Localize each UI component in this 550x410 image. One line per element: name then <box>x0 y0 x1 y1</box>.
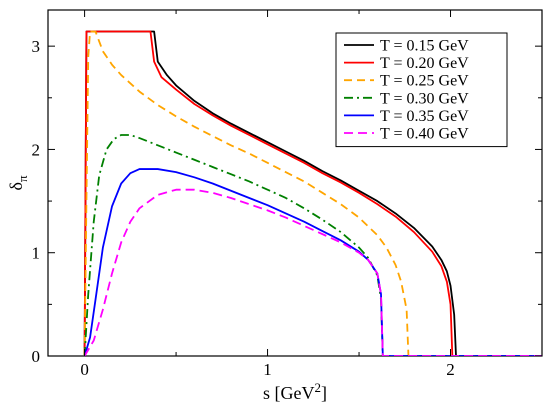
series-line-1 <box>83 30 542 356</box>
legend-label: T = 0.30 GeV <box>380 90 469 107</box>
legend-box <box>335 32 508 148</box>
x-axis-ticks: 0 1 2 <box>80 10 543 379</box>
plot-area: 0 1 2 0 1 2 3 <box>32 9 543 379</box>
series-line-5 <box>83 168 542 356</box>
y-axis-ticks: 0 1 2 3 <box>32 37 542 366</box>
curves <box>83 30 542 356</box>
series-line-4 <box>83 134 542 356</box>
y-tick-label: 3 <box>32 37 41 56</box>
series-line-2 <box>83 30 542 356</box>
legend-label: T = 0.35 GeV <box>380 108 469 125</box>
y-tick-label: 1 <box>32 244 41 263</box>
plot-frame <box>47 9 543 357</box>
x-axis-label: s [GeV2] <box>263 380 327 403</box>
x-tick-label: 2 <box>446 360 455 379</box>
legend-label: T = 0.40 GeV <box>380 126 469 143</box>
y-tick-label: 0 <box>32 347 41 366</box>
x-tick-label: 1 <box>263 360 272 379</box>
series-line-3 <box>83 30 542 356</box>
y-axis-label: δπ <box>6 175 30 190</box>
series-line-6 <box>83 188 542 356</box>
x-tick-label: 0 <box>80 360 89 379</box>
y-tick-label: 2 <box>32 140 41 159</box>
legend-label: T = 0.20 GeV <box>380 55 469 72</box>
legend-label: T = 0.25 GeV <box>380 73 469 90</box>
legend-label: T = 0.15 GeV <box>380 38 469 55</box>
